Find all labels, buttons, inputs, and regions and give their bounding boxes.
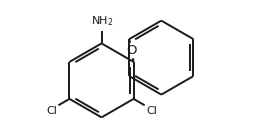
Text: Cl: Cl xyxy=(146,106,157,116)
Text: Cl: Cl xyxy=(46,106,57,116)
Text: O: O xyxy=(126,44,137,57)
Text: NH$_2$: NH$_2$ xyxy=(91,15,114,28)
